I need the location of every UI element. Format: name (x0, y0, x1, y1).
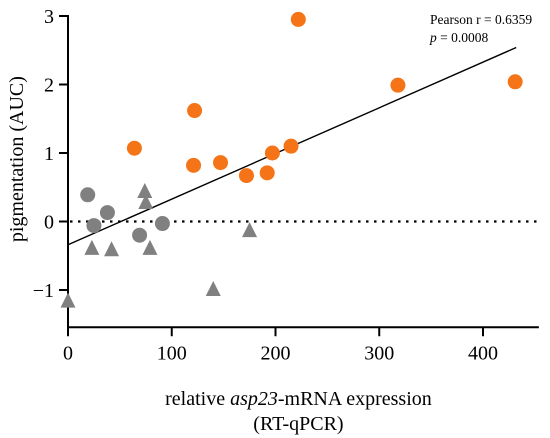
data-points (60, 11, 523, 308)
data-point-circle (290, 11, 306, 27)
p-value-annotation: p = 0.0008 (429, 30, 488, 45)
x-axis-title-prefix: relative (165, 388, 230, 410)
y-tick-label: 3 (44, 6, 54, 28)
y-ticks: −1 0 1 2 3 (33, 6, 68, 302)
data-point-triangle (104, 241, 120, 257)
data-point-circle (132, 227, 148, 243)
x-tick-label: 100 (157, 342, 187, 364)
x-axis-title-gene: asp23 (230, 388, 278, 410)
x-tick-label: 200 (261, 342, 291, 364)
data-point-triangle (138, 194, 154, 210)
axes (67, 15, 539, 329)
data-point-circle (99, 205, 115, 221)
data-point-triangle (137, 183, 153, 199)
data-point-circle (186, 157, 202, 173)
y-tick-label: 2 (44, 75, 54, 97)
data-point-triangle (242, 222, 258, 238)
x-axis-title-suffix: -mRNA expression (278, 388, 432, 410)
x-tick-label: 0 (63, 342, 73, 364)
x-ticks: 0 100 200 300 400 (63, 327, 498, 364)
data-point-circle (213, 155, 229, 171)
data-point-circle (86, 218, 102, 234)
y-tick-label: 0 (44, 212, 54, 234)
x-tick-label: 400 (468, 342, 498, 364)
p-value: = 0.0008 (437, 30, 489, 45)
data-point-triangle (84, 239, 100, 255)
x-tick-label: 300 (364, 342, 394, 364)
pearson-r-annotation: Pearson r = 0.6359 (430, 12, 532, 27)
data-point-circle (507, 74, 523, 90)
data-point-triangle (60, 292, 76, 308)
data-point-circle (259, 165, 275, 181)
data-point-circle (126, 140, 142, 156)
data-point-circle (80, 187, 96, 203)
data-point-circle (154, 216, 170, 232)
x-axis-title-line1: relative asp23-mRNA expression (165, 388, 432, 410)
x-axis-title-line2: (RT-qPCR) (253, 413, 343, 435)
data-point-triangle (205, 281, 221, 296)
y-tick-label: 1 (44, 143, 54, 165)
y-axis-title: pigmentation (AUC) (6, 76, 28, 242)
data-point-circle (238, 168, 254, 184)
data-point-circle (283, 138, 299, 154)
data-point-triangle (142, 239, 158, 255)
y-tick-label: −1 (33, 280, 54, 302)
p-symbol: p (429, 30, 437, 45)
data-point-circle (187, 103, 203, 119)
data-point-circle (264, 145, 280, 161)
data-point-circle (390, 77, 406, 93)
